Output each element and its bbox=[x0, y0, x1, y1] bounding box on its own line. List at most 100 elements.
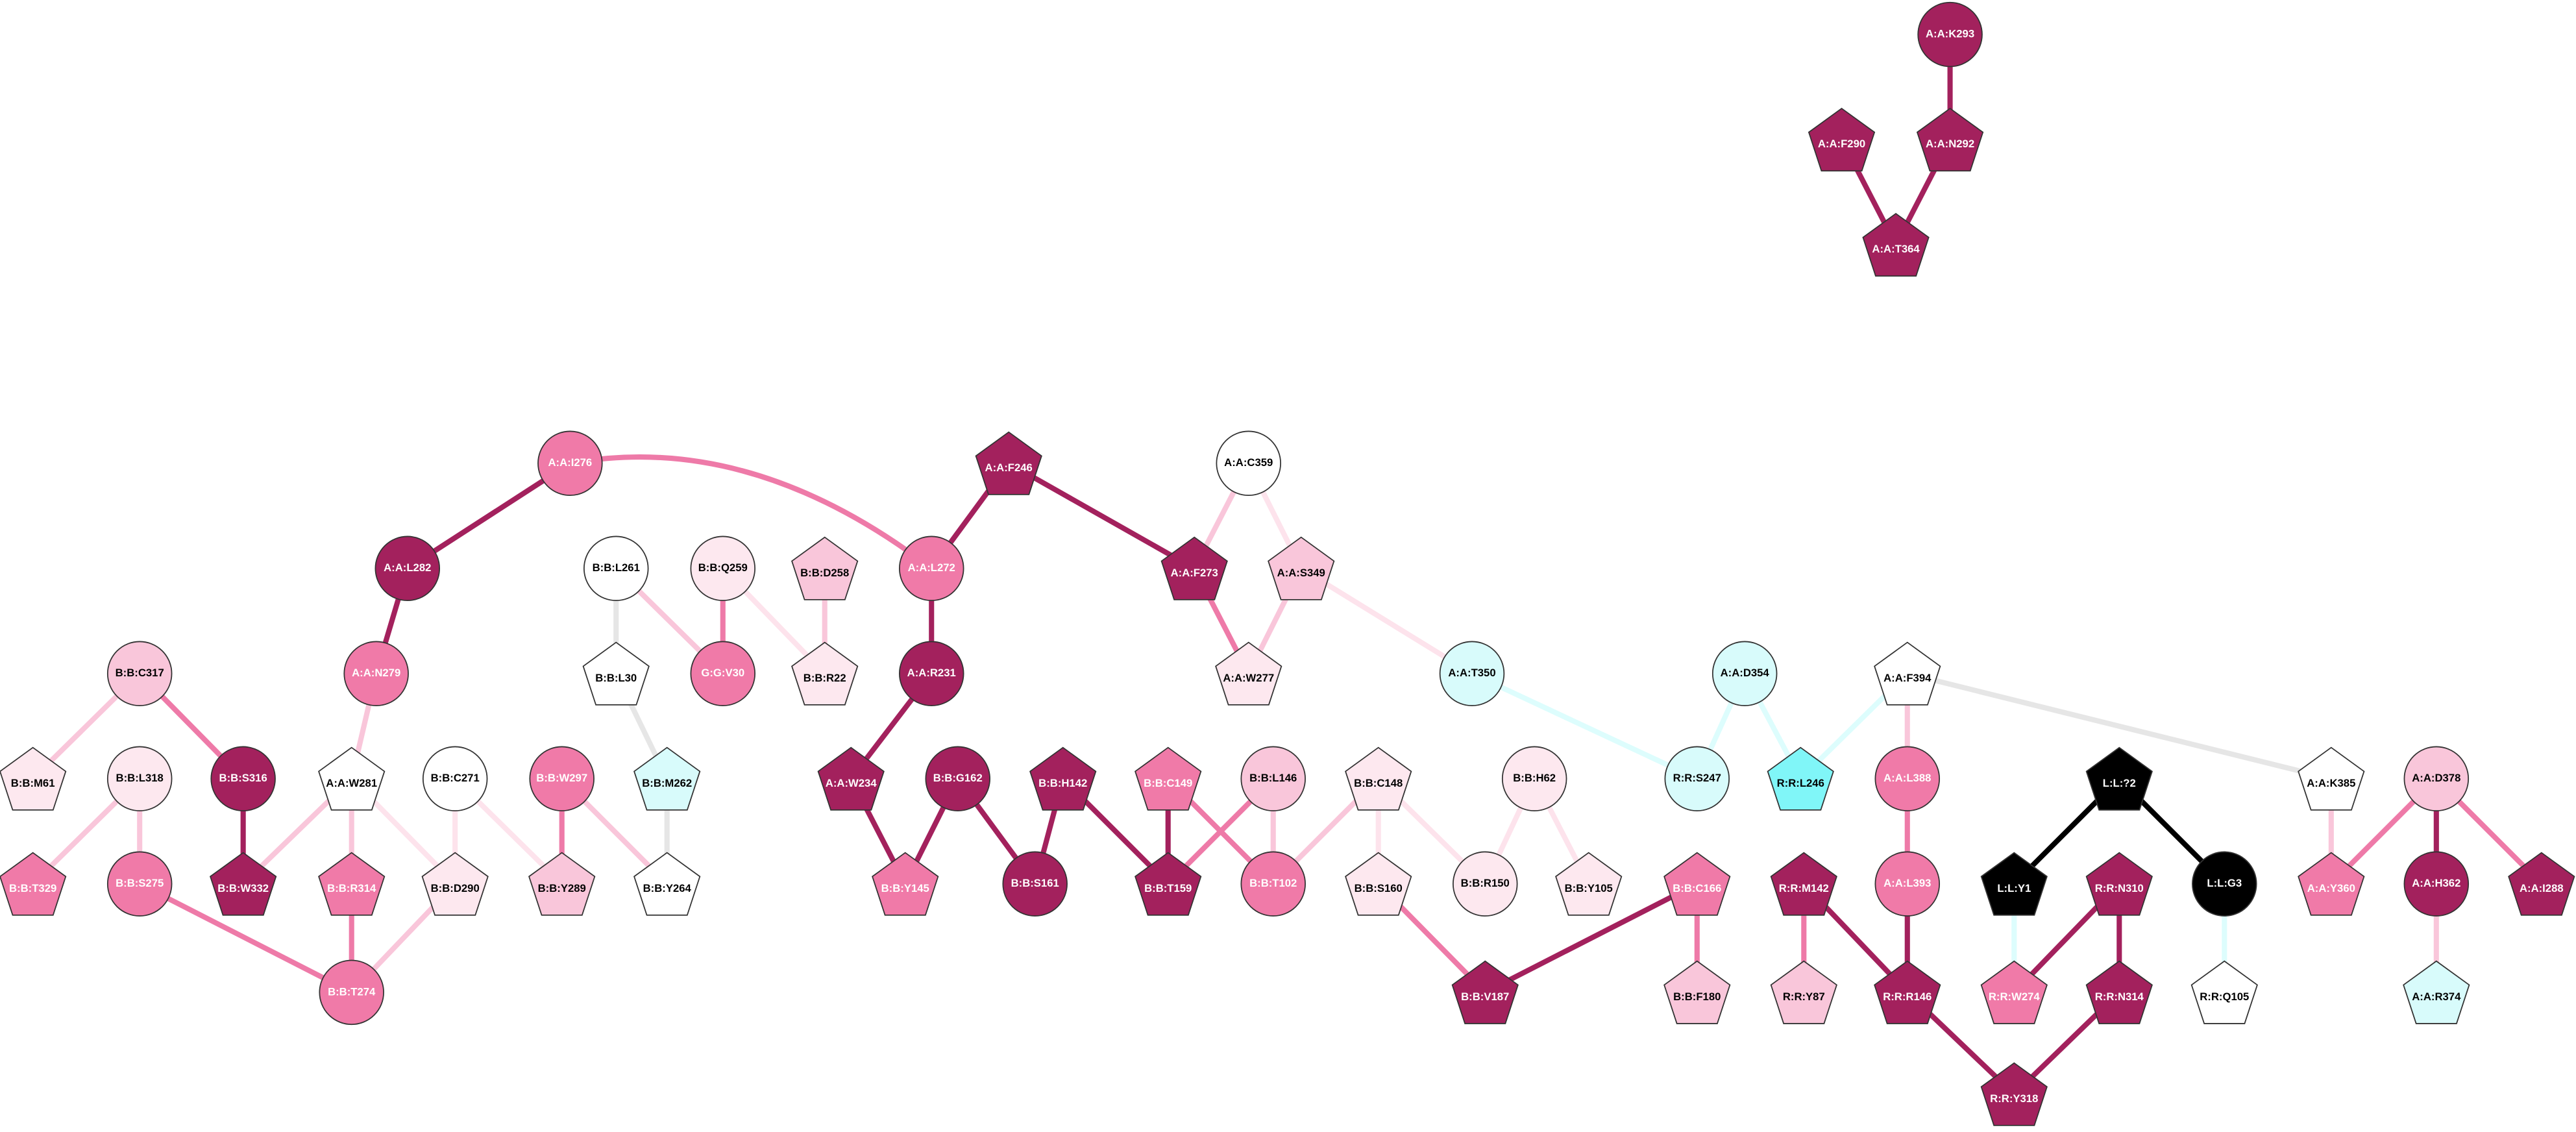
node-label: R:R:S247 bbox=[1673, 772, 1721, 784]
node: R:R:L246 bbox=[1767, 746, 1834, 811]
node-label: R:R:N314 bbox=[2095, 991, 2144, 1003]
node-pentagon bbox=[528, 852, 596, 916]
node-label: R:R:W274 bbox=[1989, 991, 2041, 1003]
node-label: A:A:T364 bbox=[1872, 243, 1920, 255]
node-label: L:L:G3 bbox=[2207, 877, 2242, 889]
node-label: A:A:K385 bbox=[2307, 777, 2355, 789]
node: B:B:M262 bbox=[633, 746, 701, 811]
node-circle bbox=[690, 535, 756, 602]
node-label: G:G:V30 bbox=[701, 667, 744, 679]
node-label: B:B:G162 bbox=[933, 772, 983, 784]
node-circle bbox=[106, 641, 173, 707]
node: B:B:R22 bbox=[791, 641, 859, 706]
node-circle bbox=[1874, 851, 1941, 917]
node-pentagon bbox=[1916, 107, 1984, 172]
node-label: B:B:C271 bbox=[431, 772, 480, 784]
node-label: B:B:Q259 bbox=[698, 561, 748, 574]
node-pentagon bbox=[791, 641, 859, 706]
node-pentagon bbox=[0, 746, 67, 811]
node: B:B:C271 bbox=[422, 746, 488, 812]
node: B:B:T102 bbox=[1240, 851, 1306, 917]
node: A:A:D354 bbox=[1711, 641, 1778, 707]
node: B:B:D290 bbox=[421, 852, 489, 916]
node-label: B:B:H142 bbox=[1038, 777, 1087, 789]
node: A:A:L393 bbox=[1874, 851, 1941, 917]
node-circle bbox=[1711, 641, 1778, 707]
node: A:A:K385 bbox=[2298, 746, 2365, 811]
node-label: B:B:C166 bbox=[1673, 882, 1721, 894]
node-pentagon bbox=[1770, 852, 1837, 916]
node-label: B:B:V187 bbox=[1461, 991, 1509, 1003]
node-circle bbox=[1002, 851, 1068, 917]
node-pentagon bbox=[1874, 641, 1941, 706]
edge bbox=[1484, 881, 1699, 995]
node-pentagon bbox=[1451, 960, 1519, 1024]
node-pentagon bbox=[2508, 852, 2575, 916]
node-label: B:B:D258 bbox=[800, 567, 849, 579]
node-label: A:A:H362 bbox=[2412, 877, 2460, 889]
node-circle bbox=[106, 746, 173, 812]
node: R:R:R146 bbox=[1874, 960, 1941, 1024]
node-pentagon bbox=[1215, 641, 1282, 706]
node-pentagon bbox=[2190, 960, 2258, 1024]
node-circle bbox=[1453, 851, 1518, 917]
node-label: A:A:R374 bbox=[2412, 991, 2461, 1003]
node-pentagon bbox=[2298, 852, 2365, 916]
node-circle bbox=[2192, 851, 2257, 917]
node-label: A:A:I288 bbox=[2520, 882, 2564, 894]
node-label: B:B:L30 bbox=[595, 672, 637, 684]
node-label: B:B:C148 bbox=[1354, 777, 1403, 789]
node: B:B:M61 bbox=[0, 746, 67, 811]
node: R:R:Q105 bbox=[2190, 960, 2258, 1024]
node-pentagon bbox=[0, 852, 67, 916]
node-circle bbox=[343, 641, 409, 707]
node-pentagon bbox=[1135, 852, 1202, 916]
node: B:B:G162 bbox=[925, 746, 990, 812]
node-label: B:B:S161 bbox=[1011, 877, 1059, 889]
node: B:B:T329 bbox=[0, 852, 67, 916]
node-label: L:L:?2 bbox=[2103, 777, 2136, 789]
node-circle bbox=[898, 641, 964, 707]
node: B:B:L261 bbox=[583, 535, 649, 602]
node-label: B:B:S275 bbox=[116, 877, 164, 889]
node: B:B:S316 bbox=[210, 746, 276, 812]
node-pentagon bbox=[2085, 960, 2153, 1024]
node-pentagon bbox=[1980, 1062, 2048, 1126]
node: B:B:S275 bbox=[106, 851, 173, 917]
node: B:B:C317 bbox=[106, 641, 173, 707]
node: A:A:T364 bbox=[1862, 212, 1930, 277]
node-label: A:A:L393 bbox=[1883, 877, 1931, 889]
node-label: A:A:W281 bbox=[326, 777, 377, 789]
node-pentagon bbox=[633, 852, 701, 916]
node: B:B:C166 bbox=[1663, 852, 1731, 916]
node: R:R:W274 bbox=[1980, 960, 2048, 1024]
node: B:B:W332 bbox=[209, 852, 277, 916]
edge bbox=[569, 454, 933, 571]
node: R:R:N310 bbox=[2085, 852, 2153, 916]
node-label: A:A:F290 bbox=[1818, 138, 1865, 150]
node-label: A:A:F273 bbox=[1171, 567, 1218, 579]
node-circle bbox=[583, 535, 649, 602]
node: B:B:T274 bbox=[319, 959, 384, 1026]
node: B:B:Q259 bbox=[690, 535, 756, 602]
node-label: A:A:C359 bbox=[1224, 456, 1273, 469]
node-label: B:B:C317 bbox=[116, 667, 164, 679]
node-circle bbox=[1216, 430, 1281, 497]
edge bbox=[1299, 566, 1474, 676]
node: B:B:R314 bbox=[318, 852, 386, 916]
node-label: B:B:M262 bbox=[642, 777, 692, 789]
node-circle bbox=[106, 851, 173, 917]
node-label: B:B:T102 bbox=[1249, 877, 1297, 889]
node: B:B:S160 bbox=[1345, 852, 1412, 916]
node-label: L:L:Y1 bbox=[1997, 882, 2031, 894]
node-label: A:A:W277 bbox=[1223, 672, 1274, 684]
node: A:A:N292 bbox=[1916, 107, 1984, 172]
node-label: R:R:Y87 bbox=[1783, 991, 1825, 1003]
edge bbox=[138, 881, 353, 995]
node-label: A:A:D354 bbox=[1721, 667, 1770, 679]
node-label: B:B:T159 bbox=[1144, 882, 1192, 894]
node: B:B:C149 bbox=[1135, 746, 1202, 811]
node-pentagon bbox=[1555, 852, 1623, 916]
node-label: R:R:L246 bbox=[1777, 777, 1824, 789]
